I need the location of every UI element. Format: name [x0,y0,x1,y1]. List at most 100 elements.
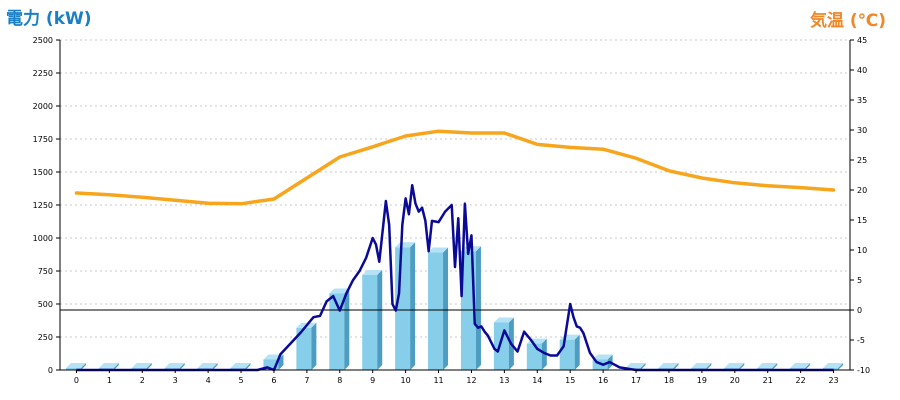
right-tick-label: 40 [857,66,867,75]
bar-side [574,334,580,370]
bar [460,246,481,370]
x-tick-label: 7 [304,376,309,385]
bar-top [790,363,811,369]
right-tick-label: 10 [857,246,867,255]
bar-top [131,363,152,369]
bar-side [311,322,317,370]
x-tick-label: 5 [238,376,243,385]
bar-front [296,327,312,370]
x-tick-label: 13 [499,376,509,385]
bar-top [493,317,514,323]
right-tick-label: 15 [857,216,867,225]
bar-side [146,363,152,370]
x-tick-label: 4 [206,376,211,385]
bar-top [65,363,86,369]
bar [329,288,350,370]
bar-side [706,363,712,370]
left-tick-label: 1750 [33,135,53,144]
bar-front [493,322,509,370]
bar-top [98,363,119,369]
x-tick-label: 18 [664,376,674,385]
bar-side [805,363,811,370]
right-tick-label: 25 [857,156,867,165]
bar-side [673,363,679,370]
x-tick-label: 6 [271,376,276,385]
right-tick-label: 35 [857,96,867,105]
x-tick-label: 3 [173,376,178,385]
bar-side [113,363,119,370]
x-tick-label: 14 [532,376,542,385]
bar-top [724,363,745,369]
x-tick-label: 0 [74,376,79,385]
left-tick-label: 2000 [33,102,53,111]
x-tick-label: 19 [697,376,707,385]
bar-top [757,363,778,369]
left-tick-label: 500 [38,300,53,309]
temperature-line [74,129,836,206]
x-tick-label: 12 [466,376,476,385]
right-tick-label: 45 [857,36,867,45]
bar-front [329,293,345,370]
bar-top [658,363,679,369]
left-tick-label: 0 [48,366,53,375]
bar-top [230,363,251,369]
bar-side [80,363,86,370]
bar-side [443,247,449,370]
bar-front [263,359,279,370]
left-tick-label: 2500 [33,36,53,45]
bar-side [212,363,218,370]
x-tick-label: 11 [433,376,443,385]
x-tick-label: 23 [828,376,838,385]
bar-top [625,363,646,369]
x-tick-label: 21 [763,376,773,385]
bar-side [179,363,185,370]
bar-side [739,363,745,370]
x-tick-label: 10 [401,376,411,385]
x-tick-label: 17 [631,376,641,385]
bar-top [329,288,350,294]
bar-top [362,269,383,275]
right-tick-label: 20 [857,186,867,195]
power-line [76,183,834,372]
x-tick-label: 8 [337,376,342,385]
bar-front [559,339,575,370]
x-tick-label: 22 [796,376,806,385]
bar [296,322,317,370]
bar [526,338,547,370]
left-tick-label: 750 [38,267,53,276]
left-tick-label: 1000 [33,234,53,243]
bar [428,247,449,370]
bar-side [344,288,350,370]
left-tick-label: 250 [38,333,53,342]
bar-side [410,242,416,370]
bar-side [640,363,646,370]
right-tick-label: 30 [857,126,867,135]
bar-top [691,363,712,369]
left-tick-label: 1500 [33,168,53,177]
bar-top [823,363,844,369]
bar-side [772,363,778,370]
x-tick-label: 2 [140,376,145,385]
right-tick-label: -5 [857,336,865,345]
x-tick-label: 20 [730,376,740,385]
right-tick-label: -10 [857,366,870,375]
bar-side [377,269,383,370]
bar-front [526,343,542,370]
bar [362,269,383,370]
right-tick-label: 5 [857,276,862,285]
left-tick-label: 1250 [33,201,53,210]
bar-front [362,274,378,370]
bar-side [838,363,844,370]
bar [559,334,580,370]
x-tick-label: 9 [370,376,375,385]
left-tick-label: 2250 [33,69,53,78]
x-tick-label: 1 [107,376,112,385]
bar-front [65,368,81,370]
x-tick-label: 15 [565,376,575,385]
bar-side [245,363,251,370]
bar-top [428,247,449,253]
right-axis-title: 気温 (℃) [809,11,886,31]
bar-top [164,363,185,369]
